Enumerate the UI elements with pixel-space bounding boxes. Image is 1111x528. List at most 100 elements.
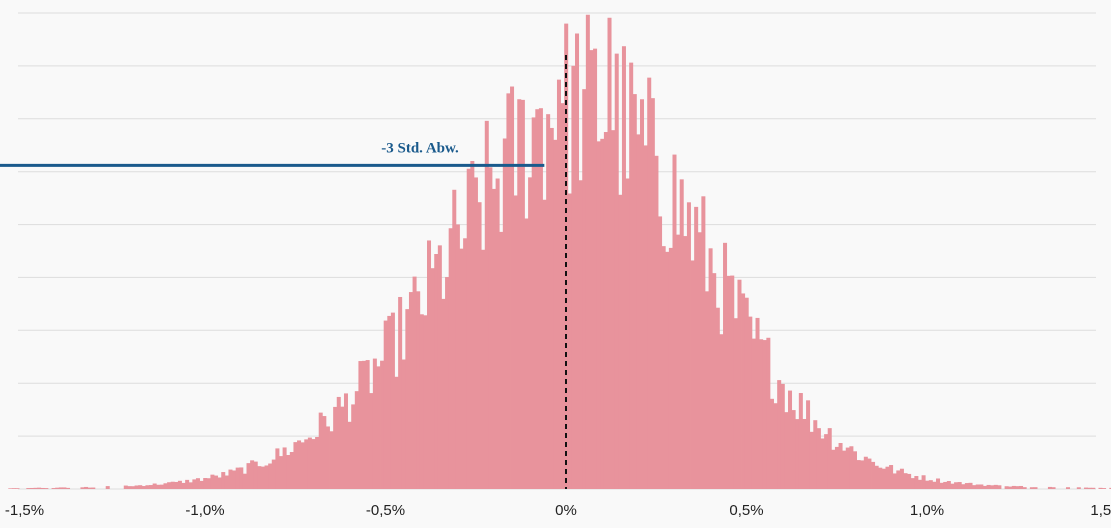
histogram-bar <box>250 460 255 489</box>
x-tick-label: -1,0% <box>185 502 224 519</box>
histogram-bar <box>387 315 392 489</box>
histogram-bar <box>463 238 468 489</box>
histogram-bar <box>127 486 132 489</box>
histogram-bar <box>246 463 251 489</box>
histogram-bar <box>885 466 890 489</box>
histogram-bar <box>596 141 601 489</box>
histogram-bar <box>697 232 702 489</box>
histogram-bar <box>928 480 933 489</box>
histogram-bar <box>398 296 403 489</box>
histogram-bar <box>499 231 504 489</box>
histogram-bar <box>733 318 738 489</box>
histogram-bar <box>683 236 688 489</box>
histogram-bar <box>766 337 771 489</box>
histogram-bar <box>33 487 38 489</box>
histogram-bar <box>37 487 42 489</box>
histogram-bar <box>748 316 753 489</box>
histogram-bar <box>491 188 496 489</box>
histogram-bar <box>524 218 529 489</box>
histogram-bar <box>549 127 554 489</box>
std-annotation-label: -3 Std. Abw. <box>381 140 459 156</box>
histogram-bar <box>914 476 919 489</box>
histogram-bar <box>791 410 796 489</box>
histogram-bar <box>784 412 789 489</box>
histogram-bar <box>214 475 219 489</box>
histogram-bar <box>8 488 13 489</box>
histogram-bar <box>856 460 861 489</box>
histogram-bar <box>372 358 377 489</box>
histogram-bar <box>401 359 406 489</box>
histogram-bar <box>257 466 262 489</box>
histogram-bar <box>842 450 847 489</box>
histogram-bar <box>152 483 157 489</box>
histogram-bar <box>44 488 49 489</box>
histogram-bar <box>672 154 677 489</box>
histogram-bar <box>145 485 150 489</box>
histogram-bar <box>105 486 110 489</box>
histogram-bar <box>437 245 442 489</box>
histogram-bar <box>611 130 616 490</box>
histogram-bar <box>661 246 666 489</box>
histogram-bar <box>542 199 547 489</box>
histogram-bar <box>11 488 16 489</box>
histogram-bar <box>253 461 258 489</box>
histogram-bar <box>1109 487 1111 489</box>
histogram-bar <box>358 361 363 489</box>
histogram-bar <box>416 291 421 489</box>
histogram-bar <box>575 33 580 489</box>
histogram-bar <box>578 180 583 489</box>
histogram-bar <box>603 132 608 489</box>
histogram-bar <box>665 251 670 489</box>
histogram-bar <box>232 470 237 489</box>
histogram-bar <box>380 360 385 489</box>
histogram-bar <box>816 428 821 489</box>
histogram-bar <box>950 483 955 489</box>
histogram-bar <box>777 380 782 489</box>
x-tick-label: -1,5% <box>5 502 44 519</box>
histogram-bar <box>838 443 843 489</box>
histogram-bar <box>517 99 522 489</box>
histogram-bar <box>762 340 767 489</box>
histogram-bar <box>773 403 778 489</box>
histogram-bar <box>824 434 829 489</box>
histogram-bar <box>502 138 507 490</box>
histogram-bar <box>1047 486 1052 489</box>
histogram-bar <box>217 477 222 489</box>
histogram-bar <box>715 307 720 489</box>
histogram-bar <box>434 254 439 489</box>
histogram-bar <box>556 79 561 489</box>
x-tick-label: 0% <box>555 502 577 519</box>
histogram-bar <box>506 93 511 490</box>
histogram-bar <box>1004 486 1009 489</box>
histogram-bar <box>600 138 605 489</box>
histogram-bar <box>997 485 1002 489</box>
histogram-bar <box>845 447 850 489</box>
histogram-bar <box>369 393 374 489</box>
histogram-bar <box>899 468 904 489</box>
histogram-bar <box>455 224 460 489</box>
histogram-bar <box>80 487 85 489</box>
histogram-bar <box>640 99 645 489</box>
histogram-bar <box>336 396 341 489</box>
histogram-bar <box>730 275 735 489</box>
histogram-bar <box>325 426 330 489</box>
histogram-bar <box>690 260 695 489</box>
histogram-bar <box>177 480 182 489</box>
histogram-bar <box>871 461 876 489</box>
histogram-bar <box>769 398 774 489</box>
histogram-bar <box>943 481 948 489</box>
histogram-bar <box>123 485 128 489</box>
histogram-bar <box>297 440 302 489</box>
histogram-bar <box>466 168 471 490</box>
histogram-bar <box>972 485 977 489</box>
histogram-bar <box>228 469 233 489</box>
histogram-bar <box>394 376 399 489</box>
histogram-bar <box>87 487 92 489</box>
histogram-bar <box>903 473 908 489</box>
histogram-bar <box>174 481 179 489</box>
histogram-bar <box>1091 487 1096 489</box>
histogram-bar <box>679 179 684 489</box>
histogram-bar <box>654 155 659 490</box>
histogram-bar <box>798 393 803 489</box>
histogram-bar <box>362 360 367 489</box>
